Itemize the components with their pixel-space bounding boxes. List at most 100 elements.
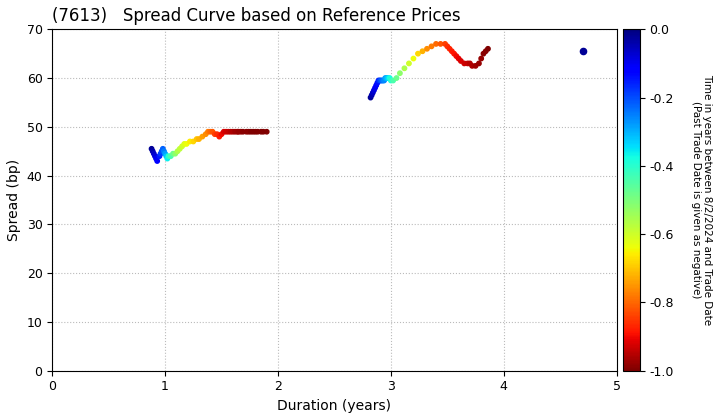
Point (391, 75, 402, 81)
Point (399, 65, 410, 72)
Point (403, 60, 415, 67)
Point (232, 129, 243, 135)
Point (252, 129, 264, 135)
Point (381, 75, 392, 81)
Point (153, 153, 165, 160)
Point (209, 131, 220, 137)
X-axis label: Duration (years): Duration (years) (277, 399, 392, 413)
Point (256, 129, 267, 135)
Point (211, 131, 222, 137)
Point (394, 70, 405, 76)
Point (387, 77, 399, 84)
Point (193, 136, 204, 142)
Point (385, 77, 397, 84)
Point (368, 87, 379, 94)
Point (159, 150, 171, 157)
Point (459, 60, 470, 67)
Point (216, 131, 228, 137)
Point (446, 48, 458, 55)
Point (218, 129, 230, 135)
Point (365, 94, 377, 101)
Point (151, 158, 163, 164)
Point (441, 43, 453, 50)
Point (373, 77, 384, 84)
Point (369, 84, 381, 91)
Point (167, 150, 179, 157)
Point (245, 129, 256, 135)
Point (150, 155, 162, 162)
Point (163, 153, 174, 160)
Point (181, 141, 192, 147)
Point (371, 82, 382, 89)
Point (235, 129, 246, 135)
Point (435, 41, 446, 47)
Point (455, 58, 467, 64)
Point (250, 129, 261, 135)
Point (413, 50, 424, 57)
Point (374, 77, 385, 84)
Point (444, 45, 455, 52)
Point (149, 153, 161, 160)
Y-axis label: Spread (bp): Spread (bp) (7, 159, 21, 241)
Point (453, 55, 464, 62)
Point (165, 153, 176, 160)
Point (188, 138, 199, 145)
Point (258, 129, 269, 135)
Point (417, 48, 428, 55)
Point (243, 129, 254, 135)
Point (366, 92, 377, 99)
Point (376, 77, 387, 84)
Point (382, 75, 393, 81)
Point (233, 129, 244, 135)
Point (261, 129, 272, 135)
Point (449, 50, 460, 57)
Text: (7613)   Spread Curve based on Reference Prices: (7613) Spread Curve based on Reference P… (53, 7, 461, 25)
Point (214, 133, 225, 140)
Point (227, 129, 238, 135)
Point (155, 150, 166, 157)
Point (179, 141, 190, 147)
Point (451, 53, 462, 60)
Point (238, 129, 249, 135)
Point (200, 131, 212, 137)
Point (197, 133, 208, 140)
Point (172, 148, 184, 155)
Point (384, 75, 395, 81)
Point (367, 89, 379, 96)
Point (156, 148, 168, 155)
Point (148, 150, 160, 157)
Point (421, 45, 433, 52)
Point (480, 48, 492, 55)
Y-axis label: Time in years between 8/2/2024 and Trade Date
(Past Trade Date is given as negat: Time in years between 8/2/2024 and Trade… (690, 74, 712, 326)
Point (383, 75, 395, 81)
Point (577, 48, 588, 55)
Point (477, 50, 489, 57)
Point (473, 60, 485, 67)
Point (469, 63, 481, 69)
Point (248, 129, 259, 135)
Point (220, 129, 232, 135)
Point (204, 129, 216, 135)
Point (161, 155, 173, 162)
Point (240, 129, 252, 135)
Point (157, 145, 168, 152)
Point (375, 77, 387, 84)
Point (426, 43, 437, 50)
Point (207, 129, 218, 135)
Point (467, 63, 478, 69)
Point (174, 145, 186, 152)
Point (191, 136, 202, 142)
Point (378, 77, 390, 84)
Point (482, 45, 494, 52)
Point (222, 129, 234, 135)
Point (147, 148, 158, 155)
Point (431, 41, 442, 47)
Point (184, 138, 196, 145)
Point (408, 55, 419, 62)
Point (377, 77, 389, 84)
Point (225, 129, 236, 135)
Point (372, 79, 383, 86)
Point (202, 129, 214, 135)
Point (176, 143, 188, 150)
Point (475, 55, 487, 62)
